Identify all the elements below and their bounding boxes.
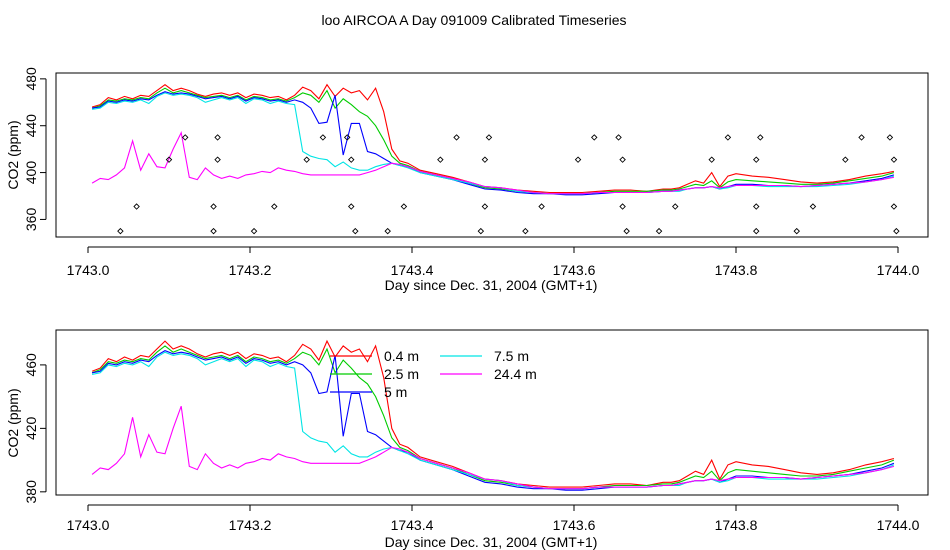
y-tick-label: 480 xyxy=(23,67,39,91)
data-point xyxy=(890,203,898,210)
data-point xyxy=(481,203,489,210)
series-line-7-5-m xyxy=(91,351,895,490)
data-point xyxy=(858,134,865,141)
data-point xyxy=(210,203,217,210)
x-tick-label: 1744.0 xyxy=(877,517,920,533)
x-tick-label: 1743.4 xyxy=(391,262,434,278)
data-point xyxy=(352,227,359,235)
legend-label: 0.4 m xyxy=(384,348,419,364)
data-point xyxy=(437,156,444,163)
data-point xyxy=(303,156,310,163)
legend-label: 2.5 m xyxy=(384,366,419,382)
y-tick-label: 420 xyxy=(23,416,39,440)
legend-label: 24.4 m xyxy=(494,366,537,382)
data-point xyxy=(724,134,732,141)
x-tick-label: 1743.2 xyxy=(229,517,272,533)
series-line-5-m xyxy=(92,91,895,196)
data-point xyxy=(250,227,258,235)
data-point xyxy=(753,156,760,163)
data-point xyxy=(453,134,460,141)
series-line-24-4-m xyxy=(91,130,895,195)
bottom-xlabel: Day since Dec. 31, 2004 (GMT+1) xyxy=(385,534,598,550)
x-tick-label: 1743.0 xyxy=(67,262,110,278)
data-point xyxy=(348,203,355,210)
legend: 0.4 m 2.5 m 5 m 7.5 m 24.4 m xyxy=(330,348,537,400)
data-point xyxy=(708,156,715,163)
data-point xyxy=(400,203,408,210)
x-tick-label: 1743.8 xyxy=(715,262,758,278)
chart-title: loo AIRCOA A Day 091009 Calibrated Times… xyxy=(321,12,626,28)
legend-label: 5 m xyxy=(384,384,407,400)
data-point xyxy=(655,227,663,235)
data-point xyxy=(343,134,351,141)
x-tick-label: 1743.2 xyxy=(229,262,272,278)
series-line-5-m xyxy=(91,349,895,491)
data-point xyxy=(619,203,626,210)
bottom-panel: CO2 (ppm) Day since Dec. 31, 2004 (GMT+1… xyxy=(5,329,929,550)
top-xlabel: Day since Dec. 31, 2004 (GMT+1) xyxy=(385,277,598,293)
top-plot-frame xyxy=(55,72,929,238)
data-point xyxy=(214,156,221,163)
x-tick-label: 1743.8 xyxy=(715,517,758,533)
data-point xyxy=(591,134,598,141)
data-point xyxy=(319,134,327,141)
legend-label: 7.5 m xyxy=(494,348,529,364)
y-tick-label: 360 xyxy=(23,208,39,232)
y-tick-label: 460 xyxy=(23,353,39,377)
data-point xyxy=(522,227,529,235)
data-point xyxy=(615,134,622,141)
top-ylabel: CO2 (ppm) xyxy=(5,120,21,189)
data-point xyxy=(384,227,391,235)
x-tick-label: 1743.0 xyxy=(67,517,110,533)
data-point xyxy=(214,134,221,141)
y-tick-label: 400 xyxy=(23,161,39,185)
series-line-2-5-m xyxy=(91,87,895,195)
y-tick-label: 380 xyxy=(23,480,39,504)
y-tick-label: 440 xyxy=(23,114,39,138)
series-line-2-5-m xyxy=(91,345,895,490)
data-point xyxy=(165,156,173,163)
data-point xyxy=(890,156,898,163)
data-point xyxy=(117,227,124,235)
series-line-24-4-m xyxy=(91,406,895,490)
series-line-0-4-m xyxy=(91,339,895,488)
data-point xyxy=(753,203,760,210)
data-point xyxy=(672,203,679,210)
data-point xyxy=(133,203,140,210)
data-point xyxy=(477,227,485,235)
data-point xyxy=(538,203,545,210)
data-point xyxy=(348,156,355,163)
data-point xyxy=(753,227,760,235)
top-panel: CO2 (ppm) Day since Dec. 31, 2004 (GMT+1… xyxy=(5,67,929,293)
data-point xyxy=(893,227,900,235)
data-point xyxy=(271,203,278,210)
series-line-0-4-m xyxy=(91,83,895,194)
data-point xyxy=(842,156,849,163)
bottom-ylabel: CO2 (ppm) xyxy=(5,388,21,457)
data-point xyxy=(757,134,764,141)
data-point xyxy=(623,227,630,235)
data-point xyxy=(181,134,189,141)
bottom-plot-frame xyxy=(55,329,929,496)
data-point xyxy=(809,203,817,210)
x-tick-label: 1743.4 xyxy=(391,517,434,533)
data-point xyxy=(485,134,493,141)
x-tick-label: 1743.6 xyxy=(553,262,596,278)
data-point xyxy=(210,227,217,235)
data-point xyxy=(574,156,582,163)
data-point xyxy=(886,134,894,141)
data-point xyxy=(619,156,626,163)
x-tick-label: 1744.0 xyxy=(877,262,920,278)
data-point xyxy=(481,156,489,163)
data-point xyxy=(793,227,800,235)
x-tick-label: 1743.6 xyxy=(553,517,596,533)
